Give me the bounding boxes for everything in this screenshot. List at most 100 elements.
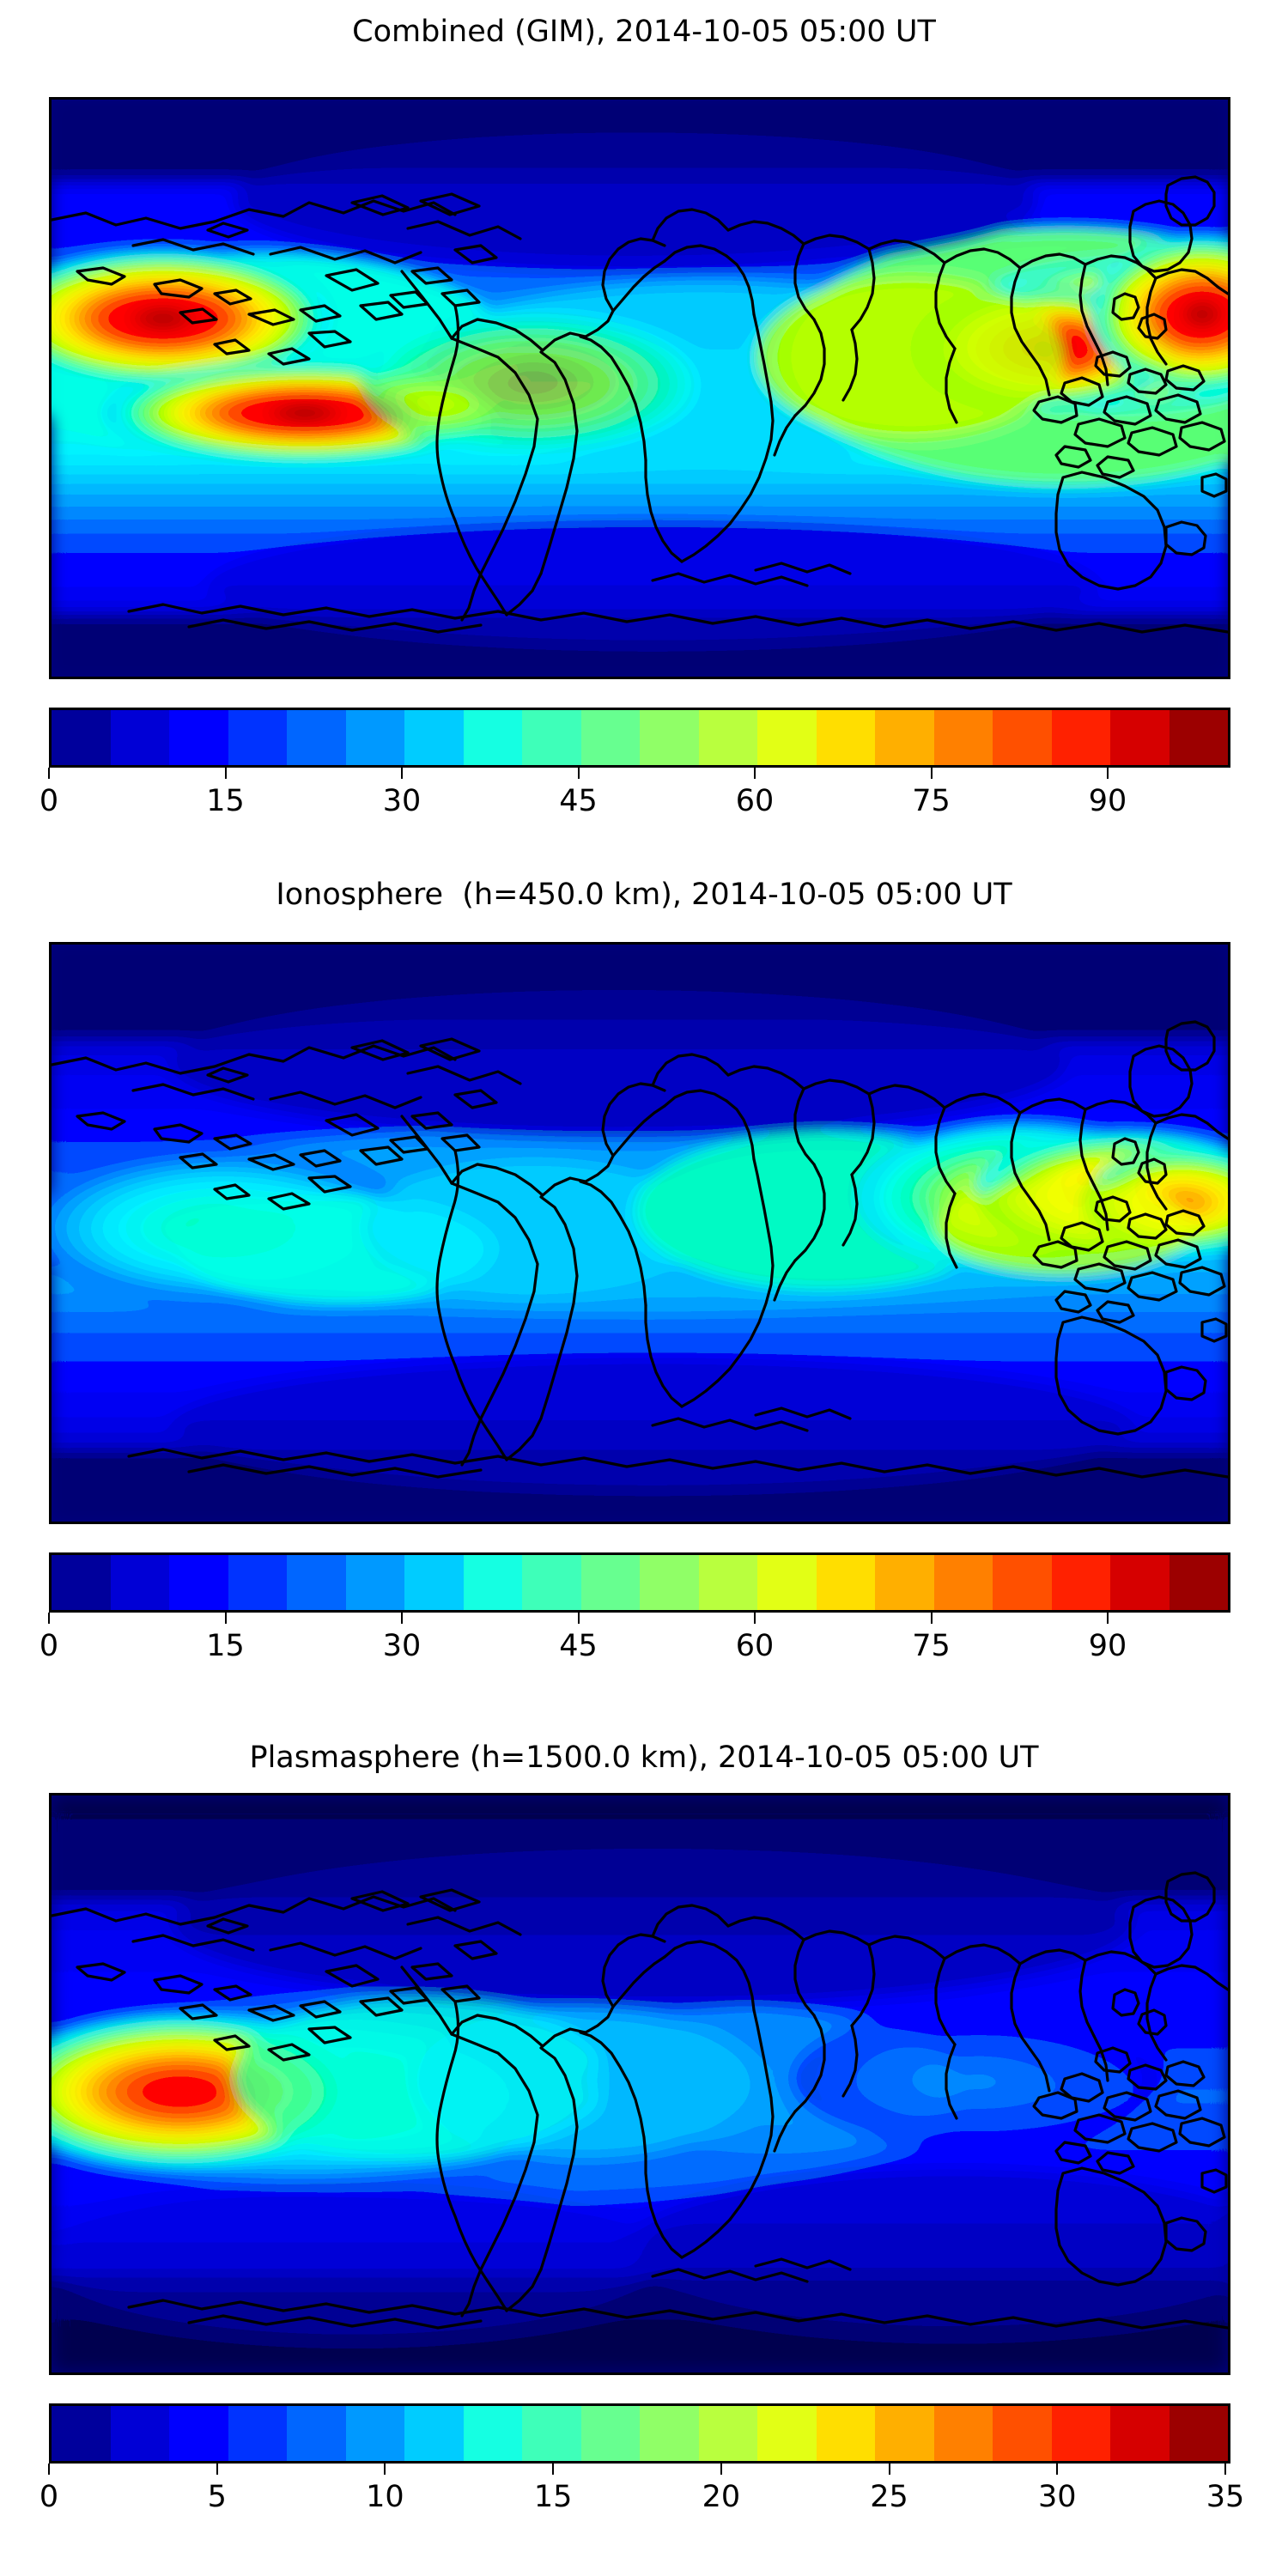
colorbar-tick-label: 45	[559, 1629, 598, 1663]
colorbar-band	[875, 2406, 934, 2461]
colorbar-tick-mark	[754, 768, 756, 779]
colorbar-band	[522, 1555, 581, 1610]
colorbar-band	[1169, 1555, 1228, 1610]
coastlines-combined-gim	[52, 175, 1228, 634]
map-ionosphere	[49, 942, 1230, 1524]
colorbar-tick-label: 20	[702, 2480, 741, 2514]
colorbar-band	[580, 2406, 640, 2461]
colorbar-band	[169, 710, 228, 765]
map-canvas-plasmasphere	[52, 1795, 1228, 2372]
colorbar-band	[1051, 2406, 1110, 2461]
colorbar-band	[110, 2406, 169, 2461]
colorbar-band	[698, 1555, 757, 1610]
colorbar-band	[287, 1555, 346, 1610]
colorbar-tick-label: 0	[39, 1629, 59, 1663]
map-plasmasphere	[49, 1793, 1230, 2375]
colorbar-tick-mark	[48, 2464, 50, 2475]
colorbar-ticks-combined-gim: 0 15 30 45 60 75 90	[39, 768, 1225, 862]
colorbar-band	[1110, 2406, 1170, 2461]
colorbar-band	[1169, 2406, 1228, 2461]
colorbar-band	[993, 710, 1052, 765]
colorbar-tick-label: 90	[1088, 784, 1127, 818]
colorbar-band	[933, 1555, 993, 1610]
colorbar-tick-mark	[888, 2464, 890, 2475]
colorbar-band	[640, 710, 699, 765]
colorbar-tick-mark	[401, 768, 403, 779]
colorbar-band	[640, 1555, 699, 1610]
colorbar-tick-label: 15	[206, 1629, 245, 1663]
colorbar-tick-label: 5	[207, 2480, 227, 2514]
colorbar-band	[875, 1555, 934, 1610]
panel-title-combined-gim: Combined (GIM), 2014-10-05 05:00 UT	[352, 15, 936, 49]
colorbar-band	[993, 1555, 1052, 1610]
colorbar-tick-mark	[930, 1613, 933, 1624]
colorbar-band	[757, 1555, 817, 1610]
colorbar-band	[110, 1555, 169, 1610]
colorbar-band	[993, 2406, 1052, 2461]
map-canvas-ionosphere	[52, 945, 1228, 1522]
colorbar-band	[287, 710, 346, 765]
colorbar-band	[463, 1555, 522, 1610]
colorbar-tick-mark	[216, 2464, 218, 2475]
colorbar-tick-mark	[552, 2464, 555, 2475]
colorbar-band	[1051, 1555, 1110, 1610]
colorbar-band	[816, 1555, 875, 1610]
colorbar-tick-label: 30	[1038, 2480, 1077, 2514]
colorbar-tick-mark	[384, 2464, 386, 2475]
colorbar-band	[345, 1555, 404, 1610]
colorbar-band	[228, 1555, 287, 1610]
colorbar-tick-label: 25	[870, 2480, 908, 2514]
colorbar-band	[404, 710, 464, 765]
colorbar-tick-mark	[401, 1613, 403, 1624]
colorbar-band	[404, 1555, 464, 1610]
colorbar-band	[1169, 710, 1228, 765]
colorbar-tick-label: 75	[912, 1629, 951, 1663]
colorbar-band	[345, 710, 404, 765]
colorbar-band	[640, 2406, 699, 2461]
colorbar-band	[169, 1555, 228, 1610]
colorbar-tick-mark	[930, 768, 933, 779]
coastlines-plasmasphere	[52, 1871, 1228, 2330]
coastlines-ionosphere	[52, 1020, 1228, 1479]
colorbar-tick-label: 30	[382, 784, 422, 818]
panel-title-ionosphere: Ionosphere (h=450.0 km), 2014-10-05 05:0…	[276, 878, 1012, 912]
colorbar-band	[522, 710, 581, 765]
colorbar-ticks-plasmasphere: 0 5 10 15 20 25 30 35	[39, 2464, 1244, 2558]
map-combined-gim	[49, 97, 1230, 679]
map-canvas-combined-gim	[52, 100, 1228, 677]
colorbar-band	[757, 710, 817, 765]
colorbar-tick-label: 0	[39, 784, 59, 818]
colorbar-ticks-ionosphere: 0 15 30 45 60 75 90	[39, 1613, 1225, 1707]
colorbar-strip-ionosphere	[49, 1552, 1230, 1613]
colorbar-band	[404, 2406, 464, 2461]
colorbar-band	[52, 2406, 111, 2461]
colorbar-tick-label: 90	[1088, 1629, 1127, 1663]
colorbar-band	[698, 710, 757, 765]
colorbar-band	[1051, 710, 1110, 765]
colorbar-band	[463, 710, 522, 765]
colorbar-tick-mark	[1107, 1613, 1109, 1624]
panel-plasmasphere: Plasmasphere (h=1500.0 km), 2014-10-05 0…	[0, 1743, 1288, 2576]
panel-combined-gim: Combined (GIM), 2014-10-05 05:00 UT	[0, 17, 1288, 867]
colorbar-tick-mark	[720, 2464, 722, 2475]
colorbar-tick-mark	[48, 1613, 50, 1624]
colorbar-tick-label: 35	[1206, 2480, 1245, 2514]
colorbar-band	[169, 2406, 228, 2461]
colorbar-strip-combined-gim	[49, 708, 1230, 768]
colorbar-band	[816, 2406, 875, 2461]
colorbar-ionosphere: 0 15 30 45 60 75 90	[0, 1539, 1288, 1710]
panel-title-plasmasphere: Plasmasphere (h=1500.0 km), 2014-10-05 0…	[249, 1741, 1039, 1775]
colorbar-band	[522, 2406, 581, 2461]
colorbar-tick-label: 60	[735, 1629, 775, 1663]
colorbar-tick-mark	[754, 1613, 756, 1624]
colorbar-band	[580, 1555, 640, 1610]
colorbar-band	[757, 2406, 817, 2461]
colorbar-band	[110, 710, 169, 765]
colorbar-plasmasphere: 0 5 10 15 20 25 30 35	[0, 2390, 1288, 2570]
colorbar-band	[287, 2406, 346, 2461]
colorbar-tick-label: 30	[382, 1629, 422, 1663]
colorbar-band	[52, 710, 111, 765]
colorbar-band	[345, 2406, 404, 2461]
colorbar-tick-label: 15	[533, 2480, 573, 2514]
